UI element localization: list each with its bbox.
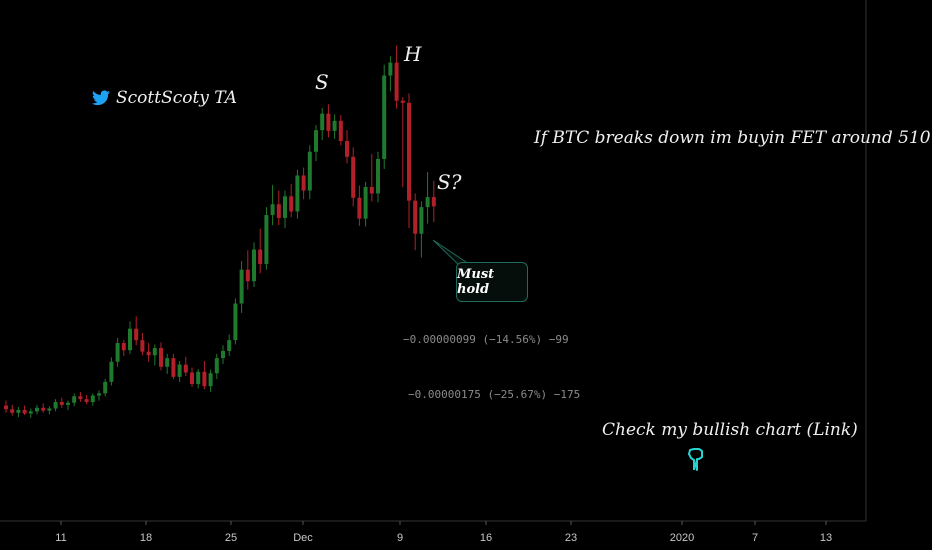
candle-body (59, 402, 64, 405)
candle-body (140, 340, 145, 352)
candle-body (252, 249, 256, 282)
right-shoulder-label: S? (437, 170, 462, 194)
candle-body (196, 371, 201, 385)
candle-body (363, 186, 368, 219)
candle-body (146, 351, 151, 356)
x-tick-label: 9 (397, 532, 403, 544)
candle-body (413, 200, 418, 234)
candle-body (369, 186, 374, 194)
x-tick-label: Dec (293, 532, 313, 544)
x-tick-label: 18 (140, 532, 152, 544)
candle-body (245, 269, 250, 282)
candle-body (221, 350, 225, 359)
candle-body (66, 402, 70, 405)
head-label: H (404, 42, 422, 66)
candle-body (394, 62, 399, 101)
candle-body (115, 343, 120, 362)
candle-body (84, 399, 89, 403)
measure-label-2: −0.00000175 (−25.67%) −175 (408, 388, 581, 401)
candle-body (351, 156, 356, 198)
candle-body (283, 196, 287, 218)
candle-body (407, 102, 411, 201)
candle-body (239, 269, 244, 304)
candle-body (338, 120, 343, 141)
candle-body (78, 396, 83, 400)
measure-label-1: −0.00000099 (−14.56%) −99 (403, 333, 569, 346)
x-tick-label: 13 (820, 532, 832, 544)
candle-body (41, 407, 46, 411)
candle-body (177, 364, 182, 377)
candle-body (134, 328, 139, 341)
candle-body (301, 175, 306, 191)
candle-body (382, 75, 387, 159)
candle-body (22, 409, 27, 414)
candle-body (47, 408, 52, 411)
candle-body (183, 364, 188, 373)
candle-body (4, 405, 8, 410)
candle-body (171, 358, 176, 377)
x-tick-label: 16 (480, 532, 492, 544)
x-tick-label: 7 (752, 532, 758, 544)
candle-body (326, 113, 331, 131)
candle-body (431, 197, 436, 207)
left-shoulder-label: S (315, 70, 329, 94)
candle-body (258, 249, 263, 264)
candle-body (16, 409, 21, 413)
candle-body (97, 393, 101, 396)
candle-body (90, 395, 95, 403)
candle-body (270, 204, 275, 216)
candle-body (376, 158, 380, 194)
candle-body (320, 113, 325, 131)
candle-body (202, 371, 207, 387)
candle-body (208, 373, 213, 387)
candle-body (332, 120, 337, 131)
trade-note: If BTC breaks down im buyin FET around 5… (534, 128, 932, 148)
candle-body (121, 343, 126, 351)
candle-body (345, 140, 349, 157)
candle-body (233, 303, 238, 341)
bullish-chart-link[interactable]: Check my bullish chart (Link) (602, 420, 858, 440)
candle-body (357, 197, 362, 219)
candle-body (264, 215, 269, 264)
candle-body (419, 207, 424, 234)
candle-body (425, 197, 430, 208)
twitter-handle-text: ScottScoty TA (116, 88, 237, 108)
candle-body (10, 409, 15, 413)
candle-body (159, 348, 163, 367)
candle-body (53, 402, 58, 409)
candle-body (72, 396, 77, 403)
twitter-handle[interactable]: ScottScoty TA (92, 88, 237, 108)
candle-body (152, 348, 157, 356)
candle-body (109, 361, 114, 382)
candle-body (190, 372, 194, 385)
candle-body (388, 62, 393, 76)
candle-body (289, 196, 294, 212)
candle-body (35, 407, 39, 412)
x-tick-label: 2020 (670, 532, 694, 544)
candle-body (227, 340, 232, 351)
x-tick-label: 23 (565, 532, 577, 544)
candle-body (128, 328, 132, 351)
candle-body (28, 411, 33, 414)
twitter-bird-icon (92, 90, 110, 106)
candle-body (295, 175, 300, 212)
candle-body (400, 100, 405, 103)
candle-body (103, 381, 108, 394)
candle-body (165, 358, 170, 367)
pointing-hand-icon (688, 448, 703, 471)
candle-body (214, 358, 219, 374)
candle-body (276, 204, 281, 218)
x-tick-label: 11 (55, 532, 66, 544)
candle-body (314, 130, 318, 152)
x-tick-label: 25 (225, 532, 237, 544)
candle-body (307, 151, 312, 191)
must-hold-callout: Must hold (456, 262, 528, 302)
